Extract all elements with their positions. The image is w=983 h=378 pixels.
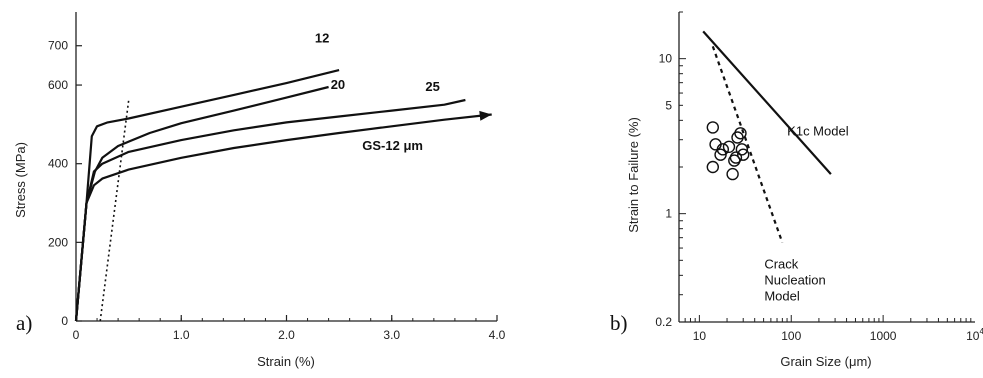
panel-b-data-point xyxy=(722,140,736,153)
panel-a-x-tick-label: 4.0 xyxy=(489,328,506,342)
panel-b-data-point xyxy=(706,160,720,174)
panel-a-offset-line xyxy=(99,100,130,322)
panel-b-x-tick-label: 100 xyxy=(781,329,801,343)
panel-a-curve-label-12: 12 xyxy=(315,31,329,46)
panel-a-curve-labels: 12 20 25 GS-12 μm xyxy=(315,31,440,153)
panel-a-y-tick-label: 400 xyxy=(48,157,68,171)
panel-a-arrow-head xyxy=(479,110,492,121)
panel-b-x-tick-base: 100 xyxy=(781,329,801,343)
panel-b-data-point xyxy=(706,121,720,134)
panel-a-curves xyxy=(74,69,492,322)
panel-a-curve-gs-12-m xyxy=(74,113,492,322)
panel-b-x-tick-label: 104 xyxy=(966,327,983,343)
panel-a-x-tick-label: 2.0 xyxy=(278,328,295,342)
panel-a-curve-label-20: 20 xyxy=(331,77,345,92)
panel-a-curve-label-gs-12-m: GS-12 μm xyxy=(362,138,423,153)
panel-a-x-tick-label: 1.0 xyxy=(173,328,190,342)
panel-b-crack-nucleation-line xyxy=(711,46,784,244)
panel-b-y-tick-label: 1 xyxy=(665,207,672,221)
panel-b-x-tick-label: 10 xyxy=(693,329,707,343)
panel-b-x-tick-base: 1000 xyxy=(870,329,897,343)
panel-a-y-axis-title: Stress (MPa) xyxy=(13,142,28,218)
panel-b-k1c-label: K1c Model xyxy=(787,123,849,138)
panel-b-x-tick-exponent: 4 xyxy=(979,327,983,336)
panel-b-data-point xyxy=(737,148,750,161)
panel-b-label: b) xyxy=(610,311,628,335)
panel-a-ticks: 0 1.0 2.0 3.0 4.0 0 200 400 600 700 xyxy=(48,39,506,342)
panel-b-data-point xyxy=(726,167,739,181)
panel-b-x-axis-title: Grain Size (μm) xyxy=(780,354,871,369)
panel-a-curve-25 xyxy=(74,98,466,322)
panel-b-y-tick-label: 0.2 xyxy=(655,315,672,329)
panel-b-x-tick-base: 10 xyxy=(693,329,707,343)
panel-b-crack-label-line: Crack xyxy=(764,257,798,272)
panel-b-data-point xyxy=(714,148,727,161)
panel-b-data-point xyxy=(728,154,741,167)
panel-a-y-tick-label: 700 xyxy=(48,39,68,53)
panel-a-y-tick-label: 0 xyxy=(61,314,68,328)
panel-b-x-tick-base: 10 xyxy=(966,329,980,343)
panel-b-data-point xyxy=(735,143,749,156)
panel-b-axes xyxy=(678,12,975,323)
panel-b-model-lines xyxy=(702,30,832,244)
panel-a-x-tick-label: 0 xyxy=(73,328,80,342)
panel-a-curve-12 xyxy=(74,69,340,322)
panel-b-data-points xyxy=(706,121,750,181)
panel-b-data-point xyxy=(734,127,747,140)
panel-a-y-tick-label: 600 xyxy=(48,78,68,92)
panel-b-x-tick-label: 1000 xyxy=(870,329,897,343)
panel-a-x-tick-label: 3.0 xyxy=(383,328,400,342)
panel-b-y-axis-title: Strain to Failure (%) xyxy=(626,117,641,233)
panel-a-stress-strain-chart: a) 0 1.0 2.0 3.0 4.0 0 200 400 600 700 12 20 25 GS-1… xyxy=(13,12,506,369)
panel-b-crack-label-line: Nucleation xyxy=(764,273,825,288)
panel-b-data-point xyxy=(716,143,730,156)
panel-b-y-tick-label: 10 xyxy=(659,52,673,66)
panel-b-y-tick-label: 5 xyxy=(665,98,672,112)
panel-a-x-axis-title: Strain (%) xyxy=(257,354,315,369)
panel-b-crack-label-line: Model xyxy=(764,289,800,304)
panel-b-k1c-line xyxy=(702,30,832,175)
panel-a-y-tick-label: 200 xyxy=(48,235,68,249)
panel-a-curve-label-25: 25 xyxy=(425,79,439,94)
panel-a-label: a) xyxy=(16,311,32,335)
